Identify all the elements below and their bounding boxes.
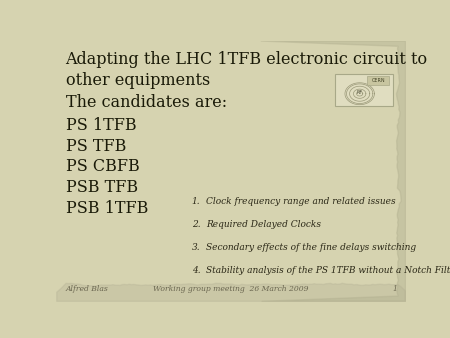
Text: PSB 1TFB: PSB 1TFB — [66, 200, 148, 217]
Text: 3.: 3. — [192, 243, 201, 252]
Text: Stability analysis of the PS 1TFB without a Notch Filter: Stability analysis of the PS 1TFB withou… — [206, 266, 450, 275]
Text: Adapting the LHC 1TFB electronic circuit to: Adapting the LHC 1TFB electronic circuit… — [66, 51, 427, 68]
Text: PS TFB: PS TFB — [66, 138, 126, 154]
Text: 4.: 4. — [192, 266, 201, 275]
Text: PSB TFB: PSB TFB — [66, 179, 138, 196]
Text: Secondary effects of the fine delays switching: Secondary effects of the fine delays swi… — [206, 243, 416, 252]
Text: Working group meeting  26 March 2009: Working group meeting 26 March 2009 — [153, 285, 308, 293]
Text: Clock frequency range and related issues: Clock frequency range and related issues — [206, 197, 396, 206]
Text: PS CBFB: PS CBFB — [66, 159, 140, 175]
Text: The candidates are:: The candidates are: — [66, 94, 227, 111]
Text: RF: RF — [356, 91, 363, 95]
FancyBboxPatch shape — [367, 76, 389, 85]
Text: PS 1TFB: PS 1TFB — [66, 117, 136, 134]
Text: other equipments: other equipments — [66, 72, 210, 89]
Text: 1: 1 — [392, 285, 397, 293]
Text: Required Delayed Clocks: Required Delayed Clocks — [206, 220, 321, 229]
Text: Alfred Blas: Alfred Blas — [66, 285, 108, 293]
Text: 2.: 2. — [192, 220, 201, 229]
FancyBboxPatch shape — [335, 74, 393, 106]
Text: 1.: 1. — [192, 197, 201, 206]
Text: CERN: CERN — [371, 78, 385, 83]
